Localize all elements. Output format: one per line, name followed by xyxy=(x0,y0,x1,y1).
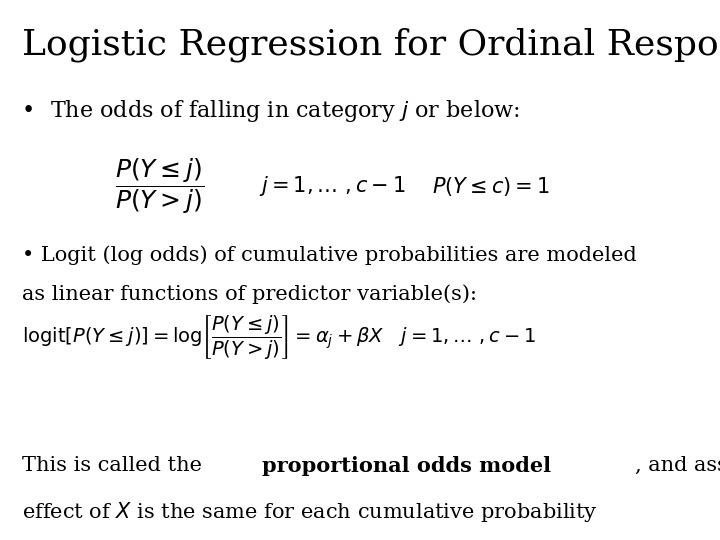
Text: This is called the: This is called the xyxy=(22,456,208,475)
Text: The odds of falling in category $j$ or below:: The odds of falling in category $j$ or b… xyxy=(50,98,521,124)
Text: • Logit (log odds) of cumulative probabilities are modeled: • Logit (log odds) of cumulative probabi… xyxy=(22,246,636,265)
Text: $P(Y \leq c) = 1$: $P(Y \leq c) = 1$ xyxy=(432,175,550,198)
Text: $\dfrac{P(Y \leq j)}{P(Y > j)}$: $\dfrac{P(Y \leq j)}{P(Y > j)}$ xyxy=(115,157,204,216)
Text: $j = 1,\ldots\ ,c-1$: $j = 1,\ldots\ ,c-1$ xyxy=(259,174,406,198)
Text: , and assumes the: , and assumes the xyxy=(636,456,720,475)
Text: $\mathrm{logit}\left[P(Y \leq j)\right]= \log\!\left[\dfrac{P(Y \leq j)}{P(Y > j: $\mathrm{logit}\left[P(Y \leq j)\right]=… xyxy=(22,313,536,362)
Text: effect of $X$ is the same for each cumulative probability: effect of $X$ is the same for each cumul… xyxy=(22,500,598,523)
Text: proportional odds model: proportional odds model xyxy=(262,456,552,476)
Text: Logistic Regression for Ordinal Response: Logistic Regression for Ordinal Response xyxy=(22,27,720,62)
Text: as linear functions of predictor variable(s):: as linear functions of predictor variabl… xyxy=(22,285,477,304)
Text: •: • xyxy=(22,100,35,122)
